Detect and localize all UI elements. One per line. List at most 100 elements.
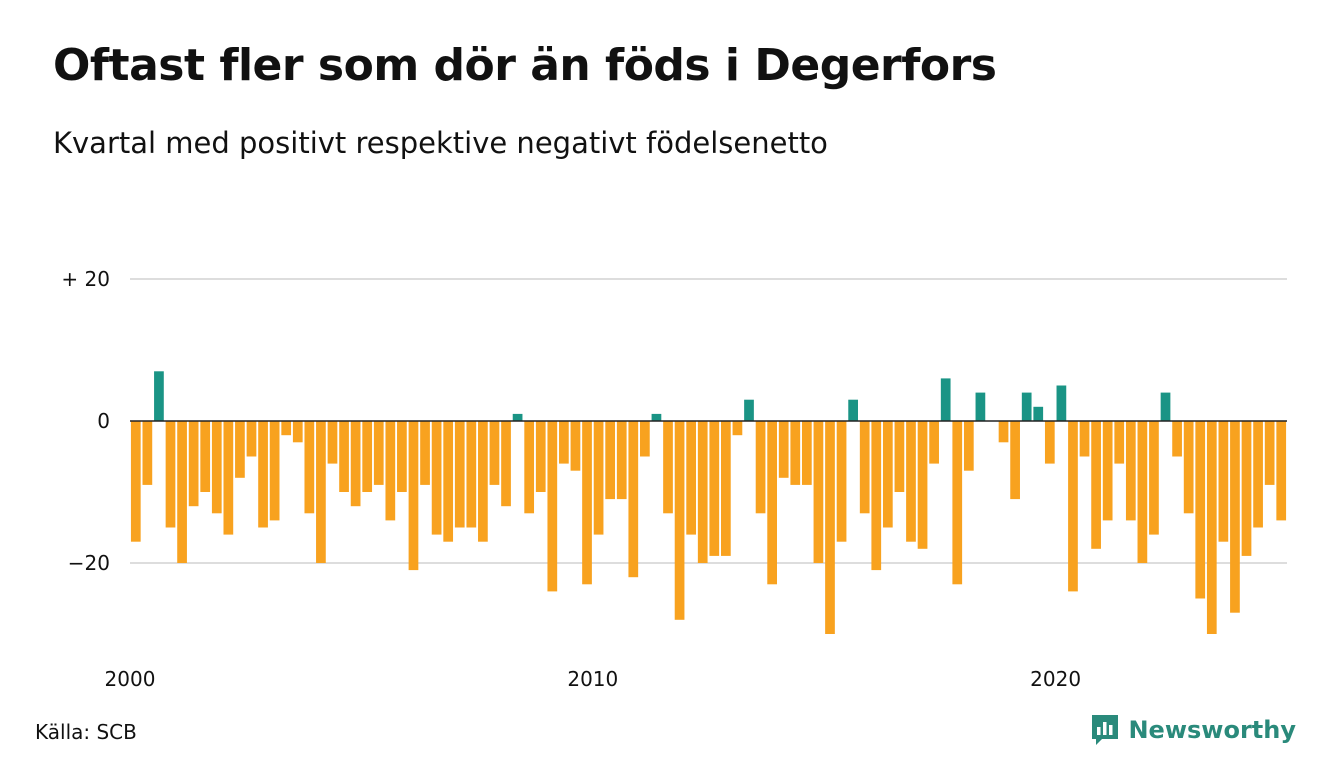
bar-negative bbox=[755, 421, 766, 514]
bar-negative bbox=[547, 421, 558, 592]
source-note: Källa: SCB bbox=[35, 720, 137, 744]
bar-negative bbox=[906, 421, 916, 542]
bar-negative bbox=[559, 421, 569, 464]
bar-negative bbox=[304, 421, 315, 514]
bar-negative bbox=[767, 421, 777, 585]
bar-negative bbox=[501, 421, 511, 507]
bar-negative bbox=[859, 421, 870, 514]
bar-negative bbox=[998, 421, 1009, 443]
bar-negative bbox=[1183, 421, 1194, 514]
bar-negative bbox=[929, 421, 939, 464]
bar-negative bbox=[1241, 421, 1252, 556]
bar-negative bbox=[130, 421, 141, 542]
bar-positive bbox=[744, 399, 754, 421]
bar-positive bbox=[1033, 406, 1044, 421]
bar-negative bbox=[454, 421, 465, 528]
bar-negative bbox=[640, 421, 650, 457]
bar-negative bbox=[1253, 421, 1263, 528]
bar-positive bbox=[1160, 392, 1171, 421]
bar-negative bbox=[1264, 421, 1275, 485]
bar-negative bbox=[373, 421, 384, 485]
bar-negative bbox=[674, 421, 685, 620]
bar-negative bbox=[1218, 421, 1229, 542]
bar-negative bbox=[200, 421, 211, 492]
bar-negative bbox=[1206, 421, 1217, 634]
bar-positive bbox=[512, 413, 523, 421]
bar-negative bbox=[292, 421, 303, 443]
bar-negative bbox=[709, 421, 720, 556]
bar-negative bbox=[1137, 421, 1148, 563]
bar-negative bbox=[177, 421, 187, 563]
bar-negative bbox=[478, 421, 488, 542]
bar-negative bbox=[1172, 421, 1182, 457]
x-tick-label: 2000 bbox=[105, 667, 156, 691]
bar-negative bbox=[258, 421, 268, 528]
bar-positive bbox=[1021, 392, 1032, 421]
bar-negative bbox=[327, 421, 338, 464]
newsworthy-logo-icon bbox=[1092, 715, 1119, 745]
bar-negative bbox=[686, 421, 697, 535]
bar-negative bbox=[350, 421, 361, 507]
bar-negative bbox=[1276, 421, 1287, 521]
bar-negative bbox=[1230, 421, 1240, 613]
chart-subtitle: Kvartal med positivt respektive negativt… bbox=[53, 126, 828, 160]
brand-logo: Newsworthy bbox=[1090, 713, 1296, 747]
chart-title: Oftast fler som dör än föds i Degerfors bbox=[53, 40, 997, 91]
bar-negative bbox=[952, 421, 963, 585]
bar-negative bbox=[339, 421, 349, 492]
bar-negative bbox=[894, 421, 905, 492]
x-tick-label: 2020 bbox=[1030, 667, 1081, 691]
brand-name: Newsworthy bbox=[1128, 716, 1296, 744]
bar-negative bbox=[836, 421, 847, 542]
bar-negative bbox=[790, 421, 801, 485]
bar-negative bbox=[732, 421, 743, 436]
bar-negative bbox=[1091, 421, 1101, 549]
bar-negative bbox=[142, 421, 153, 485]
bar-negative bbox=[1125, 421, 1136, 521]
bar-negative bbox=[443, 421, 454, 542]
bar-negative bbox=[235, 421, 245, 478]
y-tick-label: + 20 bbox=[61, 267, 110, 291]
bar-negative bbox=[246, 421, 257, 457]
bar-positive bbox=[975, 392, 986, 421]
bar-negative bbox=[188, 421, 199, 507]
bar-negative bbox=[825, 421, 835, 634]
bar-positive bbox=[1056, 385, 1067, 421]
bar-negative bbox=[408, 421, 419, 571]
bar-negative bbox=[593, 421, 604, 535]
bar-negative bbox=[1010, 421, 1020, 500]
bar-negative bbox=[605, 421, 616, 500]
bar-negative bbox=[385, 421, 396, 521]
x-tick-label: 2010 bbox=[567, 667, 618, 691]
bar-negative bbox=[1102, 421, 1113, 521]
bar-negative bbox=[813, 421, 824, 563]
bar-negative bbox=[269, 421, 280, 521]
bar-negative bbox=[871, 421, 882, 571]
bar-negative bbox=[1195, 421, 1206, 599]
bar-negative bbox=[489, 421, 500, 485]
bar-negative bbox=[582, 421, 592, 585]
bar-negative bbox=[882, 421, 893, 528]
bar-negative bbox=[1068, 421, 1078, 592]
bar-negative bbox=[1114, 421, 1125, 464]
y-tick-label: −20 bbox=[68, 551, 110, 575]
bar-negative bbox=[165, 421, 176, 528]
bar-negative bbox=[628, 421, 639, 578]
bar-negative bbox=[697, 421, 708, 563]
bar-negative bbox=[570, 421, 581, 471]
bar-negative bbox=[1044, 421, 1055, 464]
bar-negative bbox=[1149, 421, 1159, 535]
bar-negative bbox=[778, 421, 789, 478]
bar-negative bbox=[721, 421, 731, 556]
bar-negative bbox=[917, 421, 928, 549]
y-tick-label: 0 bbox=[97, 409, 110, 433]
bar-negative bbox=[663, 421, 673, 514]
bar-negative bbox=[420, 421, 430, 485]
bar-negative bbox=[397, 421, 407, 492]
bar-negative bbox=[281, 421, 292, 436]
bar-negative bbox=[466, 421, 477, 528]
bar-negative bbox=[431, 421, 442, 535]
bar-negative bbox=[362, 421, 373, 492]
bar-chart: + 20 0 −20 2000 2010 2020 bbox=[61, 267, 1287, 691]
bar-positive bbox=[848, 399, 858, 421]
